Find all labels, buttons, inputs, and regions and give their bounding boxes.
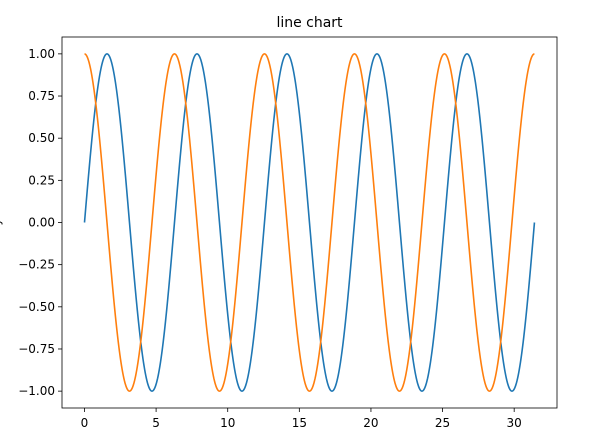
y-tick-label: 0.50 — [28, 131, 55, 145]
series-layer — [83, 53, 536, 392]
y-tick-label: −1.00 — [18, 384, 55, 398]
y-tick-label: 1.00 — [28, 47, 55, 61]
y-tick-label: 0.75 — [28, 89, 55, 103]
y-tick-label: 0.25 — [28, 173, 55, 187]
x-tick-label: 20 — [363, 416, 378, 430]
x-tick-label: 25 — [435, 416, 450, 430]
y-axis: −1.00 −0.75 −0.50 −0.25 0.00 0.25 0.50 0.75 1.00 — [18, 47, 62, 398]
x-tick-label: 15 — [292, 416, 307, 430]
y-tick-label: 0.00 — [28, 216, 55, 230]
y-tick-label: −0.25 — [18, 258, 55, 272]
x-tick-label: 10 — [220, 416, 235, 430]
x-tick-label: 5 — [152, 416, 160, 430]
x-axis: 0 5 10 15 20 25 30 — [81, 408, 522, 430]
x-tick-label: 30 — [507, 416, 522, 430]
series-line-2 — [84, 53, 535, 392]
chart-title: line chart — [276, 15, 343, 31]
y-axis-label: y — [0, 218, 3, 225]
y-tick-label: −0.75 — [18, 342, 55, 356]
y-tick-label: −0.50 — [18, 300, 55, 314]
x-tick-label: 0 — [81, 416, 89, 430]
series-line-1 — [83, 53, 536, 392]
